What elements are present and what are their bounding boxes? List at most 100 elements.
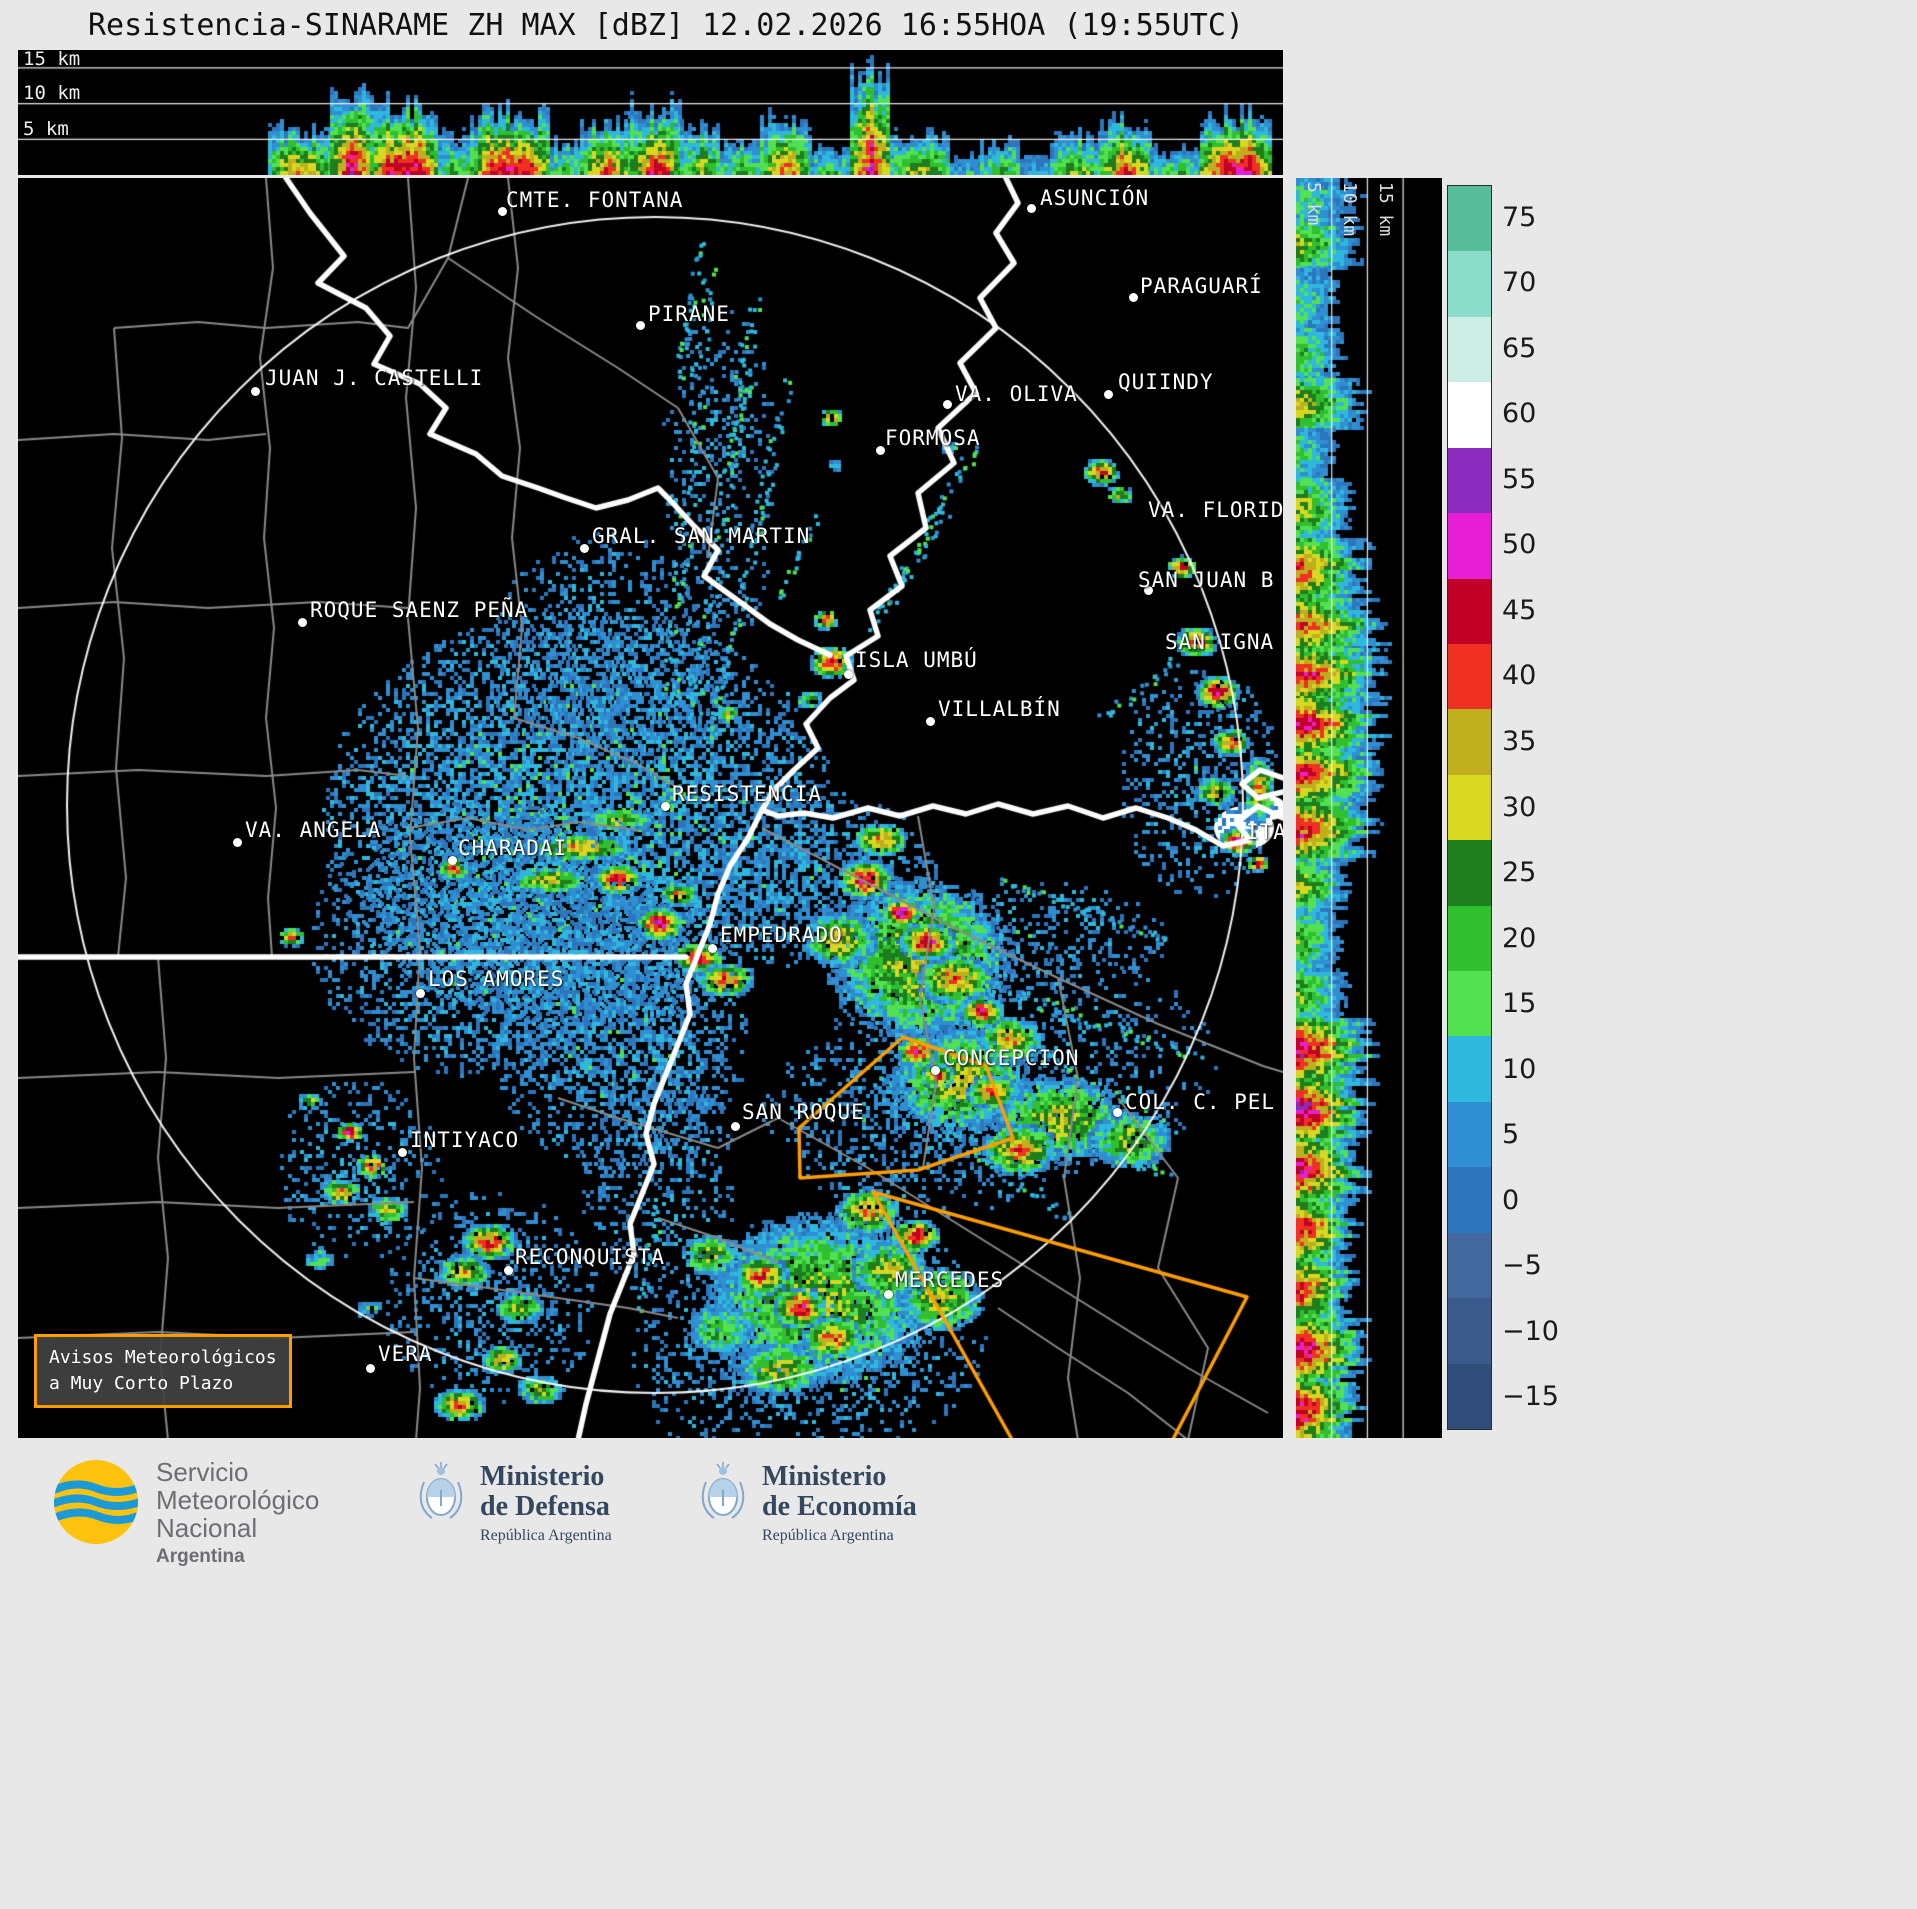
height-label-10km: 10 km [23,82,81,104]
city-marker-dot [233,838,242,847]
economia-sub: República Argentina [762,1527,894,1545]
city-marker-dot [1113,1108,1122,1117]
defensa-line1: Ministerio [480,1461,605,1492]
city-marker-dot [1027,204,1036,213]
city-label: FORMOSA [885,426,981,450]
colorbar-segment [1448,1036,1491,1102]
smn-logo-text: Servicio Meteorológico Nacional Argentin… [156,1458,319,1568]
city-marker-dot [498,207,507,216]
city-marker-dot [1104,390,1113,399]
city-marker-dot [504,1266,513,1275]
right-cross-section-panel: 5 km 10 km 15 km [1296,178,1442,1438]
colorbar-segment [1448,840,1491,906]
colorbar-segment [1448,643,1491,710]
dbz-colorbar [1447,185,1492,1430]
city-label: VILLALBÍN [938,697,1061,721]
smn-logo-group: Servicio Meteorológico Nacional Argentin… [52,1458,319,1568]
height-label-5km: 5 km [23,118,69,140]
smn-text-line1: Servicio [156,1457,249,1487]
city-label: MERCEDES [895,1268,1005,1292]
colorbar-tick-label: −5 [1502,1250,1542,1282]
city-marker-dot [661,802,670,811]
colorbar-segment [1448,971,1491,1037]
colorbar-tick-label: 15 [1502,988,1537,1020]
colorbar-tick-label: 20 [1502,922,1537,954]
defensa-line2: de Defensa [480,1491,610,1523]
city-label: CHARADAI [458,836,568,860]
colorbar-segment [1448,774,1491,841]
city-marker-dot [398,1148,407,1157]
colorbar-tick-label: 5 [1502,1119,1520,1151]
colorbar-tick-label: 25 [1502,857,1537,889]
colorbar-tick-label: 10 [1502,1053,1537,1085]
warning-legend: Avisos Meteorológicos a Muy Corto Plazo [34,1334,292,1409]
radar-map-panel: CMTE. FONTANA ASUNCIÓN PARAGUARÍ PIRANE JUAN… [18,178,1283,1438]
city-label: INTIYACO [410,1128,520,1152]
city-label: VA. FLORID [1148,498,1283,522]
city-label: PIRANE [648,302,730,326]
city-label: CONCEPCION [943,1046,1080,1070]
height-label-15km: 15 km [23,50,81,70]
warning-legend-line1: Avisos Meteorológicos [49,1347,277,1368]
city-marker-dot [1129,293,1138,302]
colorbar-tick-label: 65 [1502,332,1537,364]
height-label-10km-vertical: 10 km [1339,182,1360,237]
colorbar-segment [1448,1167,1491,1233]
city-label: CMTE. FONTANA [506,188,684,212]
warning-legend-line2: a Muy Corto Plazo [49,1373,234,1395]
city-marker-dot [580,544,589,553]
city-label: LOS AMORES [428,967,565,991]
city-label: PARAGUARÍ [1140,274,1263,298]
colorbar-segment [1448,905,1491,972]
page-title: Resistencia-SINARAME ZH MAX [dBZ] 12.02.… [88,8,1244,43]
city-marker-dot [636,321,645,330]
top-cross-section-panel: 15 km 10 km 5 km [18,50,1283,175]
city-label: SAN IGNA [1165,630,1275,654]
city-label: JUAN J. CASTELLI [265,366,484,390]
colorbar-tick-label: 0 [1502,1184,1520,1216]
height-label-15km-vertical: 15 km [1375,182,1396,237]
colorbar-segment [1448,186,1491,252]
city-label: RESISTENCIA [672,782,823,806]
economia-logo-group: Ministerio de Economía República Argenti… [700,1461,917,1545]
economia-line1: Ministerio [762,1461,887,1492]
city-label: VA. OLIVA [955,382,1078,406]
colorbar-segment [1448,447,1491,514]
city-marker-dot [251,387,260,396]
colorbar-tick-label: 50 [1502,529,1537,561]
colorbar-segment [1448,1101,1491,1168]
city-label: GRAL. SAN MARTIN [592,524,811,548]
city-label: SAN JUAN B [1138,568,1275,592]
colorbar-segment [1448,578,1491,644]
defensa-text: Ministerio de Defensa República Argentin… [480,1461,612,1545]
city-marker-dot [416,989,425,998]
city-marker-dot [298,618,307,627]
colorbar-segment [1448,1363,1491,1430]
colorbar-segment [1448,513,1491,579]
colorbar-tick-label: 60 [1502,398,1537,430]
colorbar-tick-label: 40 [1502,660,1537,692]
colorbar-tick-label: 45 [1502,594,1537,626]
city-label: ROQUE SAENZ PEÑA [310,598,529,622]
colorbar-tick-label: 55 [1502,463,1537,495]
city-marker-dot [844,670,853,679]
smn-text-country: Argentina [156,1546,245,1568]
argentina-crest-icon [419,1462,463,1519]
colorbar-segment [1448,1232,1491,1299]
city-label: ASUNCIÓN [1040,186,1150,210]
argentina-crest-icon [701,1462,745,1519]
colorbar-tick-label: 35 [1502,725,1537,757]
smn-text-line2: Meteorológico [156,1485,320,1516]
city-marker-dot [1144,586,1153,595]
footer: Servicio Meteorológico Nacional Argentin… [0,1448,1917,1628]
city-label: ISLA UMBÚ [855,648,978,672]
radar-map-canvas [18,178,1283,1438]
defensa-sub: República Argentina [480,1527,612,1545]
colorbar-segment [1448,1298,1491,1364]
economia-text: Ministerio de Economía República Argenti… [762,1461,917,1545]
city-marker-dot [931,1066,940,1075]
city-label: QUIINDY [1118,370,1214,394]
city-marker-dot [448,856,457,865]
city-marker-dot [926,717,935,726]
city-marker-dot [366,1364,375,1373]
